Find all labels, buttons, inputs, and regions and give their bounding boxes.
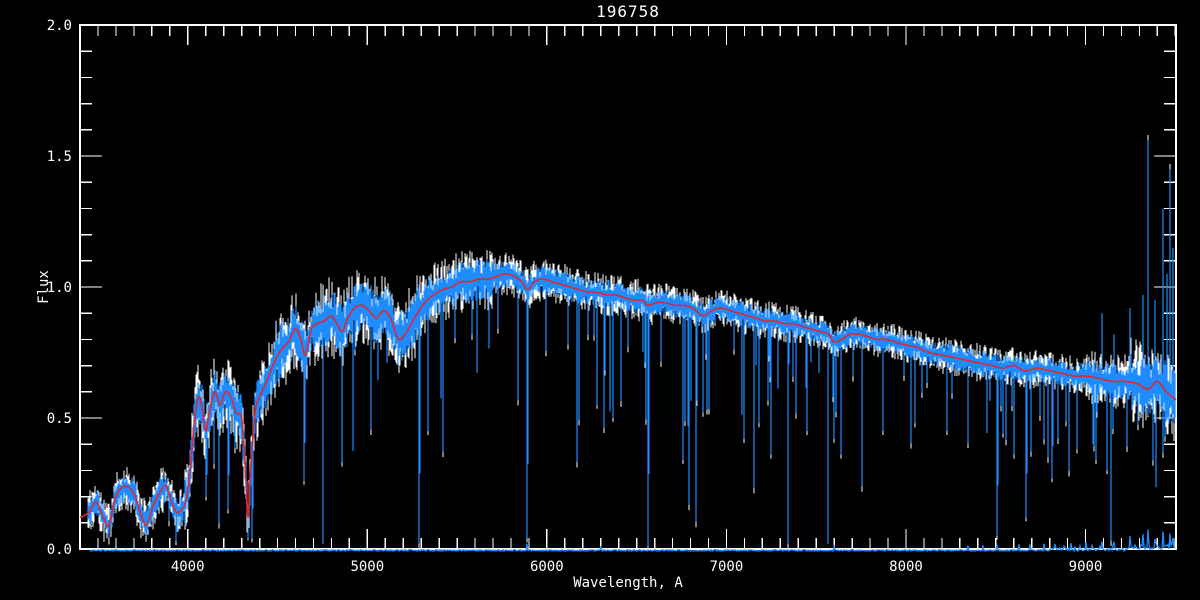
y-axis-label: Flux <box>36 270 52 304</box>
x-tick-label: 4000 <box>171 559 205 575</box>
model-spectrum <box>79 273 1177 528</box>
x-tick-label: 6000 <box>530 559 564 575</box>
observed-spectrum <box>87 140 1176 547</box>
error-spectrum <box>89 529 1176 553</box>
x-tick-label: 7000 <box>710 559 744 575</box>
x-tick-label: 5000 <box>350 559 384 575</box>
y-tick-label: 0.0 <box>47 542 72 558</box>
y-tick-label: 0.5 <box>47 411 72 427</box>
y-tick-label: 1.5 <box>47 149 72 165</box>
y-tick-label: 2.0 <box>47 18 72 34</box>
y-tick-label: 1.0 <box>47 280 72 296</box>
plot-frame <box>79 24 1177 550</box>
x-tick-label: 9000 <box>1069 559 1103 575</box>
observed-spectrum-underlay <box>87 135 1176 548</box>
chart-title: 196758 <box>596 2 660 21</box>
x-axis-label: Wavelength, A <box>573 575 683 591</box>
x-tick-label: 8000 <box>889 559 923 575</box>
